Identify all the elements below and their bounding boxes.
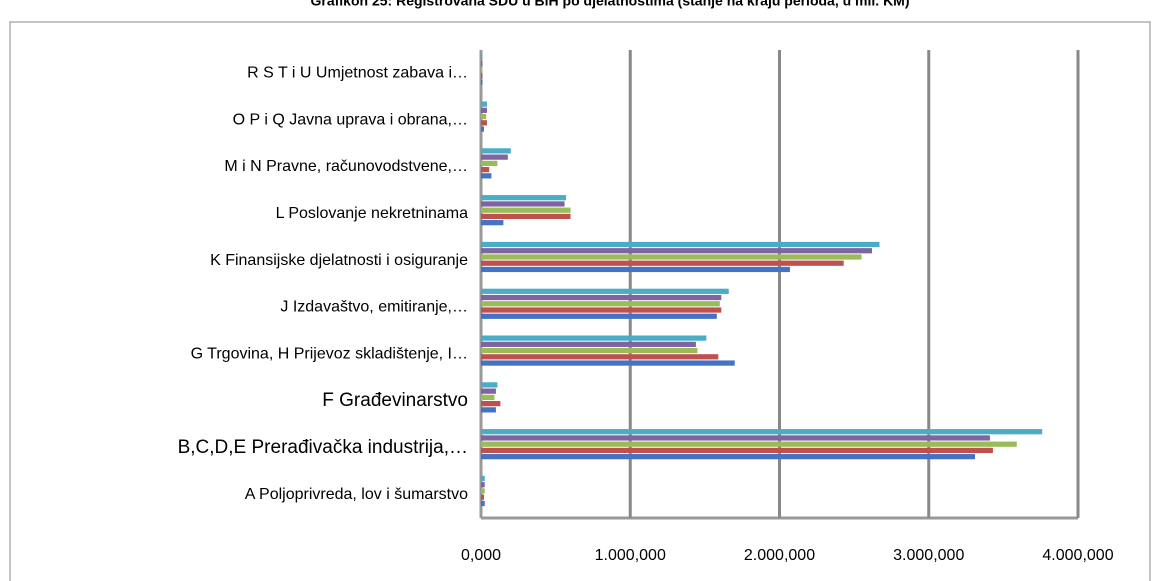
bar — [481, 220, 504, 226]
bar — [481, 382, 498, 388]
y-tick-label: F Građevinarstvo — [322, 390, 468, 411]
y-tick-label: K Finansijske djelatnosti i osiguranje — [210, 252, 468, 269]
bar — [481, 401, 501, 407]
y-tick-label: B,C,D,E Prerađivačka industrija,… — [178, 437, 468, 458]
bar — [481, 167, 490, 173]
y-tick-label: J Izdavaštvo, emitiranje,… — [280, 299, 468, 316]
bar — [481, 67, 483, 73]
bar — [481, 429, 1043, 435]
chart-title: Grafikon 25: Registrovana SDU u BiH po d… — [311, 0, 910, 9]
bar — [481, 500, 485, 507]
y-tick-label: M i N Pravne, računovodstvene,… — [224, 158, 468, 175]
bar — [481, 207, 571, 213]
bar — [481, 494, 484, 500]
bar — [481, 407, 496, 413]
bar — [481, 241, 880, 248]
bar — [481, 288, 729, 294]
y-tick-label: G Trgovina, H Prijevoz skladištenje, I… — [191, 345, 468, 362]
bar — [481, 107, 487, 113]
bar — [481, 160, 498, 166]
bar — [481, 307, 722, 313]
bar — [481, 301, 720, 307]
bar — [481, 341, 696, 347]
bar — [481, 354, 719, 360]
bar — [481, 254, 862, 260]
bar — [481, 120, 487, 126]
bar — [481, 266, 790, 273]
bar — [481, 173, 492, 179]
bar — [481, 154, 508, 160]
bar — [481, 488, 485, 494]
bar — [481, 101, 487, 107]
x-tick-label: 1.000,000 — [595, 547, 666, 564]
bar — [481, 260, 844, 266]
bar — [481, 394, 495, 400]
bar — [481, 313, 717, 319]
bar — [481, 388, 496, 394]
x-tick-label: 0,000 — [461, 547, 501, 564]
bar — [481, 148, 511, 154]
bar — [481, 454, 976, 460]
bar — [481, 347, 698, 354]
bar — [481, 60, 483, 67]
bar — [481, 294, 722, 301]
bar — [481, 195, 567, 201]
x-tick-label: 4.000,000 — [1042, 547, 1113, 564]
bar — [481, 248, 873, 254]
chart-frame — [9, 21, 1151, 581]
bar — [481, 447, 993, 454]
y-tick-label: O P i Q Javna uprava i obrana,… — [233, 111, 468, 128]
bar — [481, 441, 1017, 447]
bar — [481, 335, 707, 341]
bar — [481, 73, 483, 79]
y-tick-label: R S T i U Umjetnost zabava i… — [247, 65, 468, 82]
bar — [481, 213, 571, 220]
bar — [481, 54, 483, 60]
bar — [481, 79, 483, 85]
bar — [481, 482, 485, 488]
bar — [481, 201, 565, 207]
bar — [481, 113, 487, 120]
bar — [481, 126, 484, 132]
bar — [481, 435, 990, 441]
bar — [481, 360, 735, 366]
y-tick-label: A Poljoprivreda, lov i šumarstvo — [245, 486, 468, 503]
y-tick-label: L Poslovanje nekretninama — [276, 205, 469, 222]
x-tick-label: 3.000,000 — [893, 547, 964, 564]
x-tick-label: 2.000,000 — [744, 547, 815, 564]
bar — [481, 475, 485, 482]
